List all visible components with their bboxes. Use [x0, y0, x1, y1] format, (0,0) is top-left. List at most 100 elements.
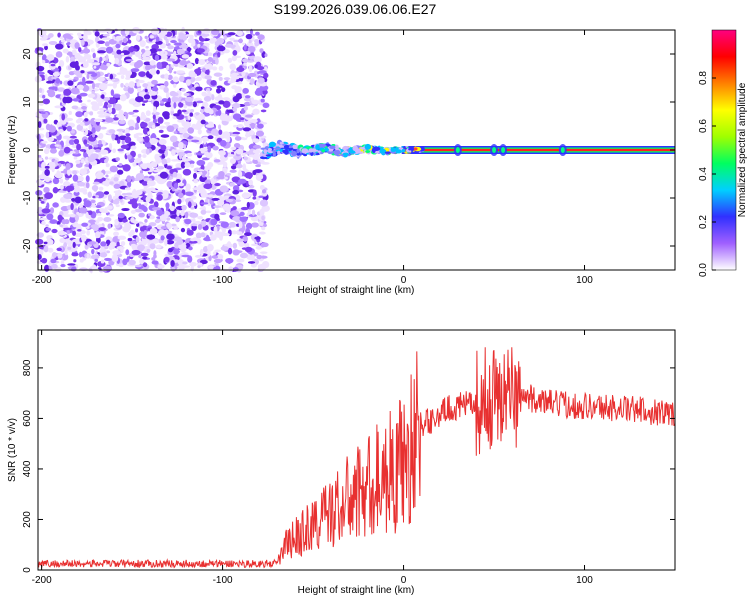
noise-speck [243, 62, 247, 66]
noise-speck [128, 126, 135, 131]
noise-speck [243, 97, 252, 102]
noise-speck [59, 224, 64, 228]
noise-speck [72, 241, 76, 249]
noise-speck [73, 259, 77, 263]
noise-speck [203, 95, 212, 102]
noise-speck [41, 208, 51, 214]
noise-speck [204, 75, 212, 80]
noise-speck [84, 80, 94, 84]
noise-speck [197, 119, 202, 126]
noise-speck [128, 81, 135, 88]
noise-speck [108, 107, 113, 114]
noise-speck [166, 58, 176, 62]
noise-speck [137, 203, 142, 206]
noise-speck [177, 192, 184, 199]
noise-speck [190, 108, 195, 113]
noise-speck [92, 195, 96, 199]
noise-speck [137, 153, 142, 158]
noise-speck [136, 136, 143, 142]
noise-speck [151, 257, 156, 261]
noise-speck [172, 171, 178, 178]
noise-speck [97, 40, 105, 44]
noise-speck [259, 199, 269, 207]
signal-blob [303, 153, 308, 157]
noise-speck [202, 28, 211, 35]
noise-speck [147, 213, 152, 217]
noise-speck [226, 241, 232, 248]
noise-speck [176, 238, 184, 245]
noise-speck [116, 241, 120, 248]
noise-speck [133, 158, 141, 164]
noise-speck [248, 179, 254, 186]
noise-speck [236, 238, 244, 242]
noise-speck [48, 86, 56, 90]
noise-speck [211, 66, 218, 71]
noise-speck [200, 119, 206, 125]
noise-speck [143, 185, 149, 189]
noise-speck [205, 234, 210, 241]
noise-speck [77, 181, 86, 187]
noise-speck [94, 231, 101, 239]
noise-speck [120, 249, 124, 253]
noise-speck [62, 135, 71, 140]
noise-speck [219, 185, 229, 193]
noise-speck [182, 121, 192, 128]
noise-speck [252, 108, 260, 115]
noise-speck [56, 247, 62, 252]
noise-speck [248, 72, 257, 78]
noise-speck [252, 196, 257, 200]
noise-speck [244, 232, 252, 237]
noise-speck [100, 259, 105, 264]
noise-speck [218, 76, 223, 81]
snr-x-axis: -200 -100 0 100 [32, 330, 593, 586]
noise-speck [46, 54, 55, 61]
noise-speck [178, 152, 183, 160]
noise-speck [255, 245, 263, 250]
noise-speck [72, 170, 78, 175]
noise-speck [118, 119, 126, 125]
noise-speck [123, 111, 127, 116]
noise-speck [180, 161, 186, 169]
noise-speck [248, 130, 255, 136]
noise-speck [148, 121, 152, 129]
noise-speck [153, 250, 157, 257]
noise-speck [261, 161, 270, 165]
noise-speck [217, 199, 225, 207]
noise-speck [127, 111, 135, 115]
noise-speck [135, 172, 145, 181]
noise-speck [219, 140, 227, 147]
signal-blob [410, 146, 414, 152]
noise-speck [254, 41, 260, 47]
noise-speck [102, 33, 110, 37]
noise-speck [202, 170, 208, 175]
noise-speck [114, 57, 120, 65]
noise-speck [64, 74, 70, 79]
noise-speck [95, 236, 101, 244]
noise-speck [171, 159, 179, 162]
noise-speck [195, 232, 202, 239]
noise-speck [54, 172, 64, 179]
noise-speck [60, 39, 66, 43]
noise-speck [81, 106, 88, 110]
noise-speck [102, 96, 111, 102]
noise-speck [228, 266, 234, 273]
noise-speck [117, 212, 125, 219]
noise-speck [88, 124, 92, 131]
noise-speck [176, 48, 185, 55]
noise-speck [99, 126, 107, 130]
spectrogram-ytick-label: 20 [22, 48, 33, 60]
noise-speck [185, 101, 194, 106]
noise-speck [175, 216, 181, 223]
snr-ytick-label: 600 [22, 410, 33, 427]
noise-speck [166, 125, 175, 133]
noise-speck [57, 214, 63, 221]
noise-speck [223, 115, 233, 122]
noise-speck [114, 190, 121, 198]
noise-speck [63, 193, 73, 199]
noise-speck [242, 87, 249, 94]
noise-speck [254, 200, 259, 206]
signal-blob [408, 148, 413, 151]
noise-speck [138, 71, 146, 77]
noise-speck [50, 258, 57, 264]
signal-blob [384, 151, 391, 154]
